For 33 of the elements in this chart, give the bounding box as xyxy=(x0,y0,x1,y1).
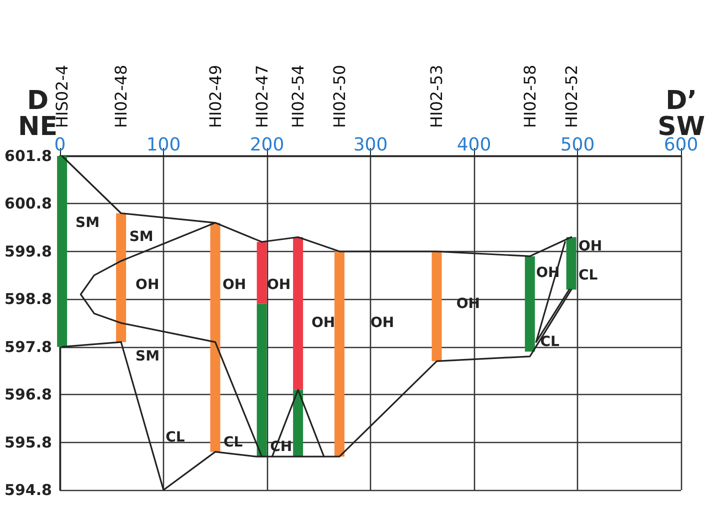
y-tick-label: 596.8 xyxy=(4,386,52,404)
text: HI02-53 xyxy=(427,64,446,128)
x-tick-label: 200 xyxy=(250,134,284,156)
text: HI02-52 xyxy=(562,64,581,128)
x-tick-label: 400 xyxy=(456,134,492,156)
y-tick-label: 594.8 xyxy=(4,481,52,499)
annotation: SM xyxy=(136,348,160,364)
y-tick-label: 595.8 xyxy=(4,433,52,452)
x-tick-label: 100 xyxy=(146,134,181,156)
text: HI02-50 xyxy=(330,64,349,128)
y-tick-label: 601.8 xyxy=(4,147,52,165)
annotation: OH xyxy=(370,315,394,331)
text: HI02-49 xyxy=(206,64,225,128)
x-tick-label: 300 xyxy=(353,134,388,156)
annotation: OH xyxy=(312,315,336,331)
y-tick-label: 600.8 xyxy=(4,194,52,213)
annotation: CL xyxy=(578,267,598,284)
x-tick-label: 500 xyxy=(560,134,595,156)
text: HI02-48 xyxy=(112,64,131,128)
annotation: SM xyxy=(129,229,154,246)
text: HI02-58 xyxy=(520,64,540,128)
annotation: OH xyxy=(136,276,160,293)
annotation: OH xyxy=(578,238,602,255)
text: HI02-54 xyxy=(288,64,308,128)
annotation: OH xyxy=(222,276,246,293)
annotation: CL xyxy=(540,334,560,350)
annotation: CL xyxy=(166,430,185,446)
y-tick-label: 599.8 xyxy=(4,242,52,260)
y-tick-label: 597.8 xyxy=(4,338,52,356)
text: HI02-47 xyxy=(252,64,272,128)
y-tick-label: 598.8 xyxy=(4,290,52,308)
x-tick-label: 0 xyxy=(54,134,66,156)
annotation: SM xyxy=(76,214,100,231)
